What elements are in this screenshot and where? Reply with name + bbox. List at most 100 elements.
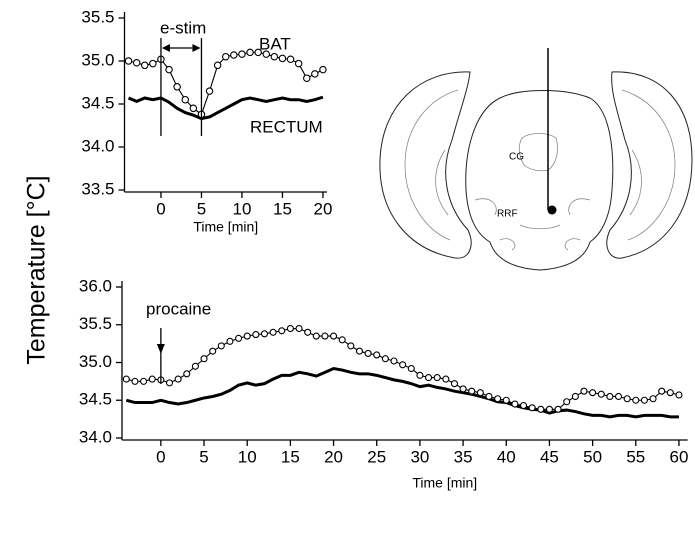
data-point (302, 74, 311, 82)
data-point (209, 347, 217, 355)
data-point (217, 342, 225, 350)
data-point (312, 332, 320, 340)
data-point (545, 405, 553, 413)
data-point (597, 390, 605, 398)
data-point (243, 332, 251, 340)
x-tick-label: 5 (197, 199, 206, 218)
x-tick-label: 40 (497, 447, 516, 466)
data-point (442, 375, 450, 383)
data-point (181, 95, 190, 104)
data-point (640, 396, 648, 404)
data-point (511, 400, 519, 408)
data-point (355, 347, 364, 355)
x-tick-label: 25 (367, 447, 386, 466)
data-point (390, 357, 398, 365)
data-point (183, 370, 191, 378)
data-point (252, 331, 260, 339)
x-tick-label: 30 (410, 447, 429, 466)
y-tick-label: 35.0 (79, 352, 112, 371)
data-point (122, 375, 130, 383)
annotation: procaine (146, 299, 211, 318)
x-axis-label: Time [min] (412, 475, 477, 491)
nuclei (474, 198, 591, 251)
data-point (632, 396, 640, 404)
y-tick-label: 34.0 (79, 427, 112, 446)
data-point (468, 387, 476, 395)
data-point (319, 65, 327, 74)
line-series (128, 51, 324, 116)
x-tick-label: 55 (626, 447, 645, 466)
data-point (675, 391, 683, 399)
data-point (606, 392, 614, 401)
data-point (381, 355, 389, 363)
y-tick-label: 34.5 (81, 93, 114, 112)
data-point (149, 59, 157, 68)
data-point (321, 332, 329, 340)
left-hemisphere (379, 71, 472, 259)
data-point (254, 48, 262, 57)
data-point (519, 401, 528, 410)
x-tick-label: 5 (199, 447, 208, 466)
data-point (347, 342, 355, 350)
right-hemisphere (606, 71, 693, 259)
data-point (502, 396, 510, 404)
data-point (666, 389, 674, 397)
x-tick-label: 10 (232, 199, 251, 218)
data-point (260, 330, 269, 338)
x-tick-label: 15 (281, 447, 300, 466)
data-point (416, 371, 424, 379)
y-tick-label: 35.0 (81, 50, 114, 69)
data-point (141, 61, 149, 70)
data-point (246, 48, 254, 57)
region-label: CG (509, 152, 524, 163)
data-point (262, 50, 270, 58)
data-point (494, 395, 502, 403)
data-point (311, 70, 319, 78)
cortex-line (404, 89, 459, 241)
arrowhead (161, 44, 201, 52)
data-point (213, 61, 222, 70)
data-point (304, 328, 312, 336)
data-point (226, 337, 234, 345)
cortex-line (629, 149, 642, 216)
data-point (191, 362, 199, 370)
x-axis-label: Time [min] (193, 219, 258, 235)
x-tick-label: 35 (454, 447, 473, 466)
data-point (278, 54, 287, 63)
data-point (295, 324, 303, 333)
line-series (125, 366, 679, 419)
x-tick-label: 10 (238, 447, 257, 466)
series-label: RECTUM (250, 117, 323, 136)
data-point (173, 83, 181, 91)
data-point (563, 398, 571, 406)
data-point (330, 332, 338, 340)
data-point (286, 55, 295, 64)
data-point (373, 351, 381, 359)
annotation: e-stim (160, 18, 206, 37)
x-tick-label: 15 (273, 199, 292, 218)
data-point (269, 328, 277, 336)
data-point (571, 392, 579, 401)
central-gray (518, 133, 558, 172)
data-point (476, 389, 484, 397)
data-point (165, 379, 174, 387)
data-point (238, 50, 246, 58)
electrode-tip (547, 205, 557, 215)
data-point (589, 389, 597, 397)
x-tick-label: 0 (156, 447, 165, 466)
data-point (554, 405, 562, 413)
data-point (205, 87, 214, 95)
data-point (338, 336, 346, 344)
data-point (222, 52, 230, 61)
data-point (286, 324, 294, 333)
x-tick-label: 20 (313, 199, 332, 218)
data-point (614, 392, 623, 401)
x-tick-label: 20 (324, 447, 343, 466)
brain-diagram: CG RRF (379, 48, 693, 271)
data-point (649, 395, 657, 403)
cortex-line (435, 149, 449, 216)
data-point (485, 392, 493, 401)
data-point (399, 361, 407, 369)
data-point (658, 387, 666, 395)
data-point (131, 377, 139, 385)
